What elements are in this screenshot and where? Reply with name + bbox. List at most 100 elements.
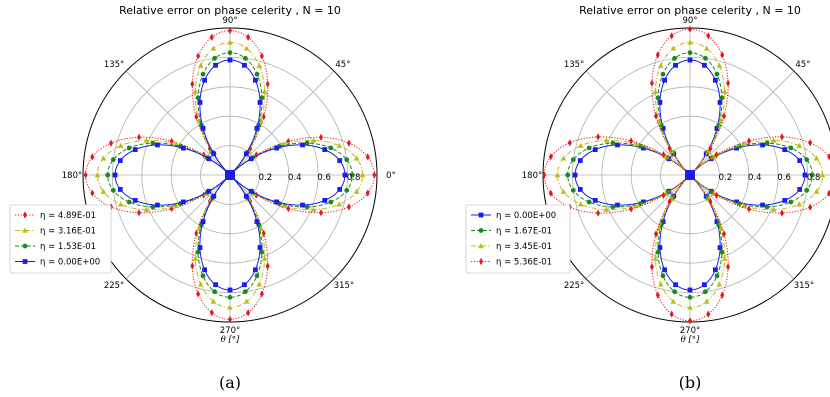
data-marker xyxy=(688,317,692,325)
data-marker xyxy=(259,249,265,255)
figure-caption: (b) xyxy=(679,373,702,392)
chart-b: Relative error on phase celerity , N = 1… xyxy=(465,4,830,392)
data-marker xyxy=(310,206,317,212)
data-marker xyxy=(702,289,708,295)
data-marker xyxy=(705,147,712,153)
data-marker xyxy=(809,172,815,178)
angle-tick-label: 270° xyxy=(220,326,240,336)
data-marker xyxy=(603,137,610,143)
data-marker xyxy=(779,133,784,141)
data-marker xyxy=(661,191,666,199)
data-marker xyxy=(346,203,351,211)
radial-tick-label: 0.8 xyxy=(347,173,361,183)
data-marker xyxy=(210,298,217,304)
data-marker xyxy=(190,262,195,270)
data-marker xyxy=(653,112,658,120)
radial-tick-label: 0.6 xyxy=(777,173,791,183)
data-marker xyxy=(649,263,654,271)
radial-tick-label: 0.2 xyxy=(259,173,273,183)
series-square xyxy=(112,57,348,293)
data-marker xyxy=(656,118,662,124)
angular-grid-line xyxy=(585,174,691,280)
data-marker xyxy=(702,55,708,61)
data-marker xyxy=(813,155,820,161)
data-marker xyxy=(254,125,260,131)
data-marker xyxy=(653,230,658,238)
data-marker xyxy=(192,88,199,94)
data-marker xyxy=(712,267,718,273)
data-marker xyxy=(577,201,584,207)
data-marker xyxy=(150,140,156,146)
radial-tick-label: 0.4 xyxy=(748,173,762,183)
data-marker xyxy=(722,230,727,238)
legend-marker xyxy=(22,259,28,264)
data-marker xyxy=(265,262,270,270)
data-marker xyxy=(688,25,692,33)
data-marker xyxy=(737,201,742,207)
data-marker xyxy=(359,172,366,178)
data-marker xyxy=(274,199,280,205)
angle-tick-label: 45° xyxy=(335,60,350,70)
angular-grid-line xyxy=(585,70,691,176)
data-marker xyxy=(337,158,343,163)
data-marker xyxy=(764,204,770,210)
data-marker xyxy=(202,77,208,83)
data-marker xyxy=(672,55,678,61)
data-marker xyxy=(213,62,218,68)
data-marker xyxy=(242,55,248,61)
data-marker xyxy=(668,147,675,153)
data-marker xyxy=(137,209,142,217)
angle-tick-label: 270° xyxy=(680,326,700,336)
data-marker xyxy=(670,45,677,51)
data-marker xyxy=(322,197,328,203)
data-marker xyxy=(610,204,616,210)
data-marker xyxy=(180,145,186,151)
legend-marker xyxy=(23,211,27,219)
data-marker xyxy=(344,187,350,193)
data-marker xyxy=(615,202,620,208)
data-marker xyxy=(788,145,794,151)
data-marker xyxy=(804,187,810,193)
data-marker xyxy=(254,273,260,279)
data-marker xyxy=(365,189,370,197)
data-marker xyxy=(720,51,725,59)
data-marker xyxy=(746,205,751,213)
data-marker xyxy=(256,281,263,287)
data-marker xyxy=(100,188,107,194)
data-marker xyxy=(722,112,727,120)
data-marker xyxy=(721,88,728,94)
data-marker xyxy=(196,52,201,60)
data-marker xyxy=(110,157,116,163)
data-marker xyxy=(243,193,249,199)
data-marker xyxy=(712,77,718,83)
data-marker xyxy=(228,315,232,323)
data-marker xyxy=(764,140,770,146)
data-marker xyxy=(100,155,107,161)
data-marker xyxy=(173,141,180,147)
data-marker xyxy=(596,209,601,217)
data-marker xyxy=(109,139,114,147)
data-marker xyxy=(629,205,634,213)
data-marker xyxy=(554,172,561,178)
data-marker xyxy=(197,245,203,250)
data-marker xyxy=(197,281,204,287)
data-marker xyxy=(346,139,351,147)
data-marker xyxy=(592,147,598,153)
chart-title: Relative error on phase celerity , N = 1… xyxy=(119,4,341,17)
data-marker xyxy=(353,155,360,161)
data-marker xyxy=(661,151,666,159)
data-marker xyxy=(211,151,217,157)
angular-grid-line xyxy=(125,174,231,280)
data-marker xyxy=(195,95,201,101)
data-marker xyxy=(365,153,370,161)
data-marker xyxy=(242,289,248,295)
data-marker xyxy=(258,225,264,231)
data-marker xyxy=(734,145,740,151)
data-marker xyxy=(640,145,646,151)
center-marker xyxy=(225,170,235,180)
radial-tick-label: 0.2 xyxy=(719,173,733,183)
data-marker xyxy=(667,144,672,153)
data-marker xyxy=(155,142,160,148)
data-marker xyxy=(603,206,610,212)
data-marker xyxy=(660,125,666,131)
